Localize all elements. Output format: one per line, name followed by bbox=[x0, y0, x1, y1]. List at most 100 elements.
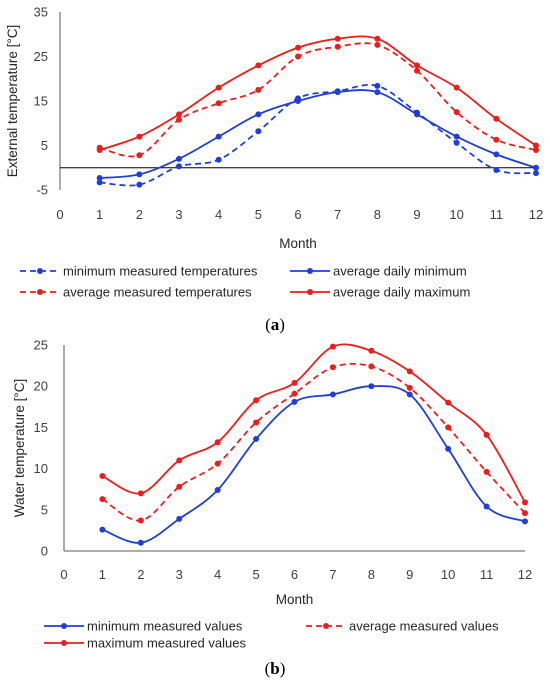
data-point bbox=[253, 435, 260, 442]
data-point bbox=[214, 487, 221, 494]
data-point bbox=[99, 473, 106, 480]
legend-entry-label: minimum measured values bbox=[87, 619, 243, 634]
x-tick-label: 6 bbox=[291, 567, 298, 582]
data-point bbox=[176, 163, 182, 170]
x-tick-label: 10 bbox=[449, 207, 463, 222]
x-tick-label: 5 bbox=[252, 567, 259, 582]
series-line-3 bbox=[99, 42, 537, 158]
data-point bbox=[522, 510, 528, 517]
data-point bbox=[255, 128, 262, 135]
data-point bbox=[96, 174, 103, 181]
data-point bbox=[374, 82, 381, 89]
legend-entry-label: average daily maximum bbox=[333, 285, 470, 300]
data-point bbox=[176, 483, 183, 490]
y-tick-label: -5 bbox=[36, 183, 48, 198]
data-point bbox=[334, 43, 341, 50]
data-point bbox=[214, 439, 221, 446]
legend-entry-label: maximum measured values bbox=[87, 636, 246, 651]
panel-label: (a) bbox=[265, 315, 285, 334]
data-point bbox=[445, 445, 452, 452]
data-point bbox=[176, 457, 183, 464]
x-tick-label: 4 bbox=[215, 207, 222, 222]
data-point bbox=[533, 170, 539, 177]
data-point bbox=[329, 343, 336, 350]
data-point bbox=[255, 62, 262, 69]
data-point bbox=[453, 139, 460, 146]
data-point bbox=[136, 152, 143, 159]
data-point bbox=[368, 363, 375, 370]
data-point bbox=[96, 179, 103, 186]
data-point bbox=[483, 468, 490, 475]
x-tick-label: 1 bbox=[99, 567, 106, 582]
data-point bbox=[291, 379, 298, 386]
legend-swatch-marker bbox=[37, 289, 43, 295]
y-axis-title: Water temperature [°C] bbox=[12, 379, 27, 517]
data-point bbox=[176, 515, 183, 522]
data-point bbox=[453, 133, 460, 140]
data-point bbox=[334, 89, 341, 96]
panel-label: (b) bbox=[265, 659, 286, 678]
x-axis-title: Month bbox=[276, 592, 314, 607]
data-point bbox=[368, 383, 375, 390]
x-tick-label: 8 bbox=[374, 207, 381, 222]
data-point bbox=[406, 391, 413, 398]
data-point bbox=[329, 364, 336, 371]
data-point bbox=[99, 526, 106, 533]
data-point bbox=[295, 53, 301, 60]
data-point bbox=[99, 496, 106, 503]
data-point bbox=[214, 460, 221, 467]
data-point bbox=[176, 111, 182, 118]
x-tick-label: 2 bbox=[137, 567, 144, 582]
y-tick-label: 20 bbox=[34, 379, 48, 394]
series-line-4 bbox=[99, 35, 537, 151]
data-point bbox=[533, 146, 539, 153]
data-point bbox=[215, 133, 222, 140]
data-point bbox=[453, 84, 460, 91]
data-point bbox=[96, 146, 103, 153]
data-point bbox=[522, 499, 528, 506]
y-tick-label: 0 bbox=[41, 544, 48, 559]
legend-entry-label: minimum measured temperatures bbox=[63, 264, 258, 279]
data-point bbox=[255, 86, 262, 93]
data-point bbox=[295, 98, 301, 104]
x-tick-label: 12 bbox=[529, 207, 543, 222]
legend-entry-label: average measured temperatures bbox=[63, 285, 252, 300]
data-point bbox=[137, 539, 144, 546]
data-point bbox=[483, 503, 490, 510]
x-tick-label: 12 bbox=[518, 567, 532, 582]
data-point bbox=[493, 166, 500, 173]
data-point bbox=[483, 431, 490, 438]
x-tick-label: 3 bbox=[176, 567, 183, 582]
x-tick-label: 9 bbox=[413, 207, 420, 222]
x-tick-label: 7 bbox=[329, 567, 336, 582]
data-point bbox=[533, 164, 539, 171]
data-point bbox=[453, 109, 460, 116]
data-point bbox=[533, 142, 539, 149]
data-point bbox=[374, 41, 381, 48]
data-point bbox=[253, 397, 260, 404]
x-tick-label: 3 bbox=[175, 207, 182, 222]
data-point bbox=[137, 490, 144, 497]
data-point bbox=[176, 116, 182, 123]
y-tick-label: 35 bbox=[34, 5, 48, 20]
x-tick-label: 4 bbox=[214, 567, 221, 582]
legend-swatch-marker bbox=[307, 289, 313, 295]
y-tick-label: 25 bbox=[34, 338, 48, 353]
data-point bbox=[215, 156, 222, 163]
data-point bbox=[136, 133, 143, 140]
legend-swatch-marker bbox=[61, 623, 67, 629]
legend-swatch-marker bbox=[37, 268, 43, 274]
data-point bbox=[368, 347, 375, 354]
data-point bbox=[406, 384, 413, 391]
y-tick-label: 15 bbox=[34, 420, 48, 435]
x-tick-label: 10 bbox=[441, 567, 455, 582]
data-point bbox=[329, 391, 336, 398]
data-point bbox=[253, 419, 260, 426]
data-point bbox=[136, 181, 143, 188]
data-point bbox=[522, 518, 528, 525]
data-point bbox=[176, 155, 182, 162]
x-tick-label: 7 bbox=[334, 207, 341, 222]
x-tick-label: 0 bbox=[56, 207, 63, 222]
